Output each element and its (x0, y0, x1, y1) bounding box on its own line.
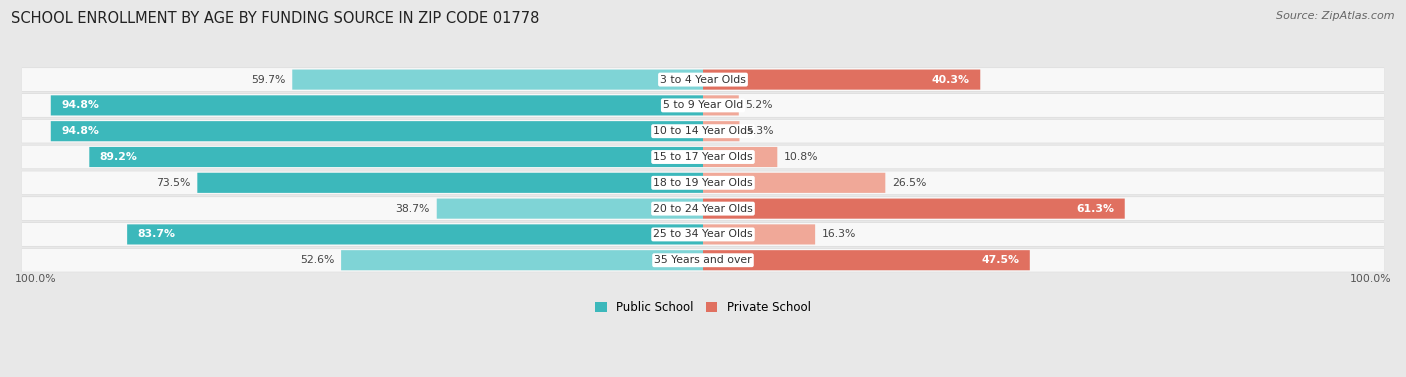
FancyBboxPatch shape (342, 250, 703, 270)
Text: 20 to 24 Year Olds: 20 to 24 Year Olds (654, 204, 752, 214)
FancyBboxPatch shape (90, 147, 703, 167)
Text: 94.8%: 94.8% (60, 100, 98, 110)
Text: 18 to 19 Year Olds: 18 to 19 Year Olds (654, 178, 752, 188)
Text: 83.7%: 83.7% (138, 230, 176, 239)
Text: 16.3%: 16.3% (823, 230, 856, 239)
Text: 10.8%: 10.8% (785, 152, 818, 162)
FancyBboxPatch shape (22, 197, 1384, 220)
Text: 100.0%: 100.0% (15, 274, 56, 284)
FancyBboxPatch shape (22, 120, 1384, 143)
FancyBboxPatch shape (703, 250, 1029, 270)
FancyBboxPatch shape (437, 199, 703, 219)
Text: 5 to 9 Year Old: 5 to 9 Year Old (662, 100, 744, 110)
Text: 5.3%: 5.3% (747, 126, 773, 136)
FancyBboxPatch shape (22, 171, 1384, 195)
FancyBboxPatch shape (22, 249, 1384, 272)
FancyBboxPatch shape (703, 173, 886, 193)
FancyBboxPatch shape (22, 145, 1384, 169)
FancyBboxPatch shape (22, 248, 1384, 272)
FancyBboxPatch shape (197, 173, 703, 193)
FancyBboxPatch shape (51, 121, 703, 141)
Text: 89.2%: 89.2% (100, 152, 138, 162)
Text: SCHOOL ENROLLMENT BY AGE BY FUNDING SOURCE IN ZIP CODE 01778: SCHOOL ENROLLMENT BY AGE BY FUNDING SOUR… (11, 11, 540, 26)
FancyBboxPatch shape (703, 121, 740, 141)
FancyBboxPatch shape (292, 69, 703, 90)
FancyBboxPatch shape (127, 224, 703, 245)
FancyBboxPatch shape (22, 93, 1384, 117)
Text: Source: ZipAtlas.com: Source: ZipAtlas.com (1277, 11, 1395, 21)
Legend: Public School, Private School: Public School, Private School (591, 297, 815, 319)
FancyBboxPatch shape (22, 68, 1384, 92)
FancyBboxPatch shape (22, 68, 1384, 91)
FancyBboxPatch shape (703, 69, 980, 90)
FancyBboxPatch shape (703, 224, 815, 245)
Text: 59.7%: 59.7% (252, 75, 285, 84)
Text: 94.8%: 94.8% (60, 126, 98, 136)
Text: 52.6%: 52.6% (299, 255, 335, 265)
FancyBboxPatch shape (22, 146, 1384, 169)
Text: 100.0%: 100.0% (1350, 274, 1391, 284)
Text: 61.3%: 61.3% (1077, 204, 1115, 214)
Text: 25 to 34 Year Olds: 25 to 34 Year Olds (654, 230, 752, 239)
FancyBboxPatch shape (51, 95, 703, 115)
Text: 35 Years and over: 35 Years and over (654, 255, 752, 265)
FancyBboxPatch shape (22, 197, 1384, 221)
FancyBboxPatch shape (703, 95, 738, 115)
Text: 15 to 17 Year Olds: 15 to 17 Year Olds (654, 152, 752, 162)
Text: 26.5%: 26.5% (893, 178, 927, 188)
FancyBboxPatch shape (703, 147, 778, 167)
Text: 38.7%: 38.7% (395, 204, 430, 214)
FancyBboxPatch shape (22, 120, 1384, 143)
FancyBboxPatch shape (22, 223, 1384, 246)
Text: 5.2%: 5.2% (745, 100, 773, 110)
FancyBboxPatch shape (22, 94, 1384, 117)
Text: 3 to 4 Year Olds: 3 to 4 Year Olds (659, 75, 747, 84)
Text: 47.5%: 47.5% (981, 255, 1019, 265)
Text: 10 to 14 Year Olds: 10 to 14 Year Olds (654, 126, 752, 136)
FancyBboxPatch shape (703, 199, 1125, 219)
FancyBboxPatch shape (22, 222, 1384, 246)
Text: 40.3%: 40.3% (932, 75, 970, 84)
Text: 73.5%: 73.5% (156, 178, 190, 188)
FancyBboxPatch shape (22, 171, 1384, 195)
